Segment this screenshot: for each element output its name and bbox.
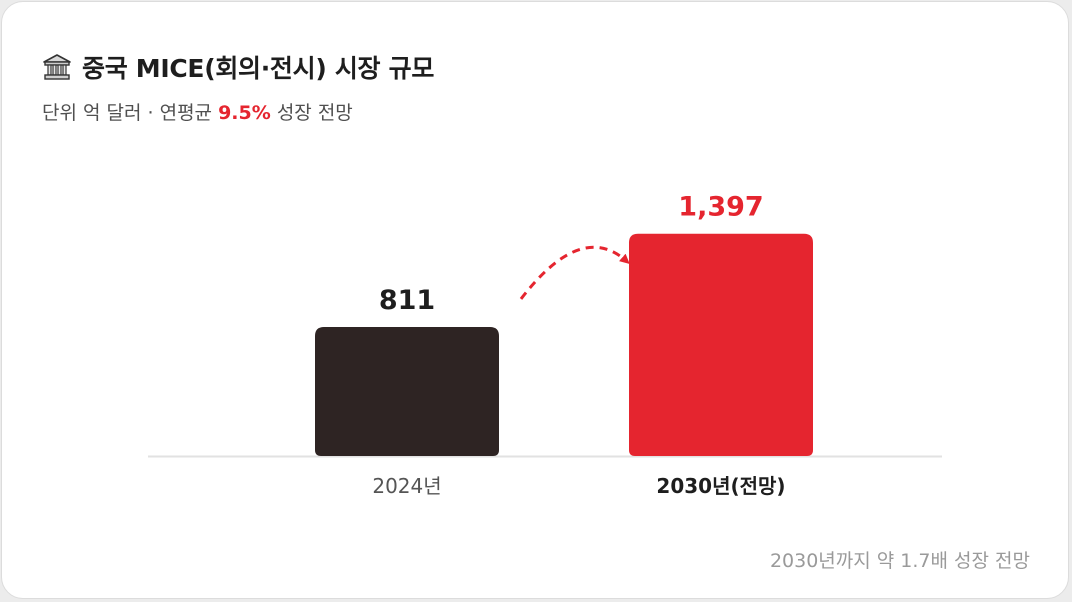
chart-title: 중국 MICE(회의·전시) 시장 규모	[82, 54, 435, 83]
bar-value-label: 1,397	[678, 192, 763, 223]
bar-2030	[629, 233, 813, 456]
x-tick-label: 2030년(전망)	[656, 474, 785, 498]
growth-arrow	[519, 245, 630, 300]
bar-2024	[315, 326, 499, 456]
footnote: 2030년까지 약 1.7배 성장 전망	[769, 550, 1030, 572]
bar-value-label: 811	[379, 285, 435, 316]
growth-rate-highlight: 9.5%	[218, 102, 271, 124]
bank-building-icon	[43, 54, 71, 80]
x-tick-label: 2024년	[372, 474, 441, 498]
title-row: 중국 MICE(회의·전시) 시장 규모	[42, 49, 434, 85]
subtitle-prefix: 단위 억 달러 · 연평균	[42, 102, 219, 124]
subtitle-suffix: 성장 전망	[270, 102, 353, 124]
chart-subtitle: 단위 억 달러 · 연평균 9.5% 성장 전망	[42, 98, 353, 125]
